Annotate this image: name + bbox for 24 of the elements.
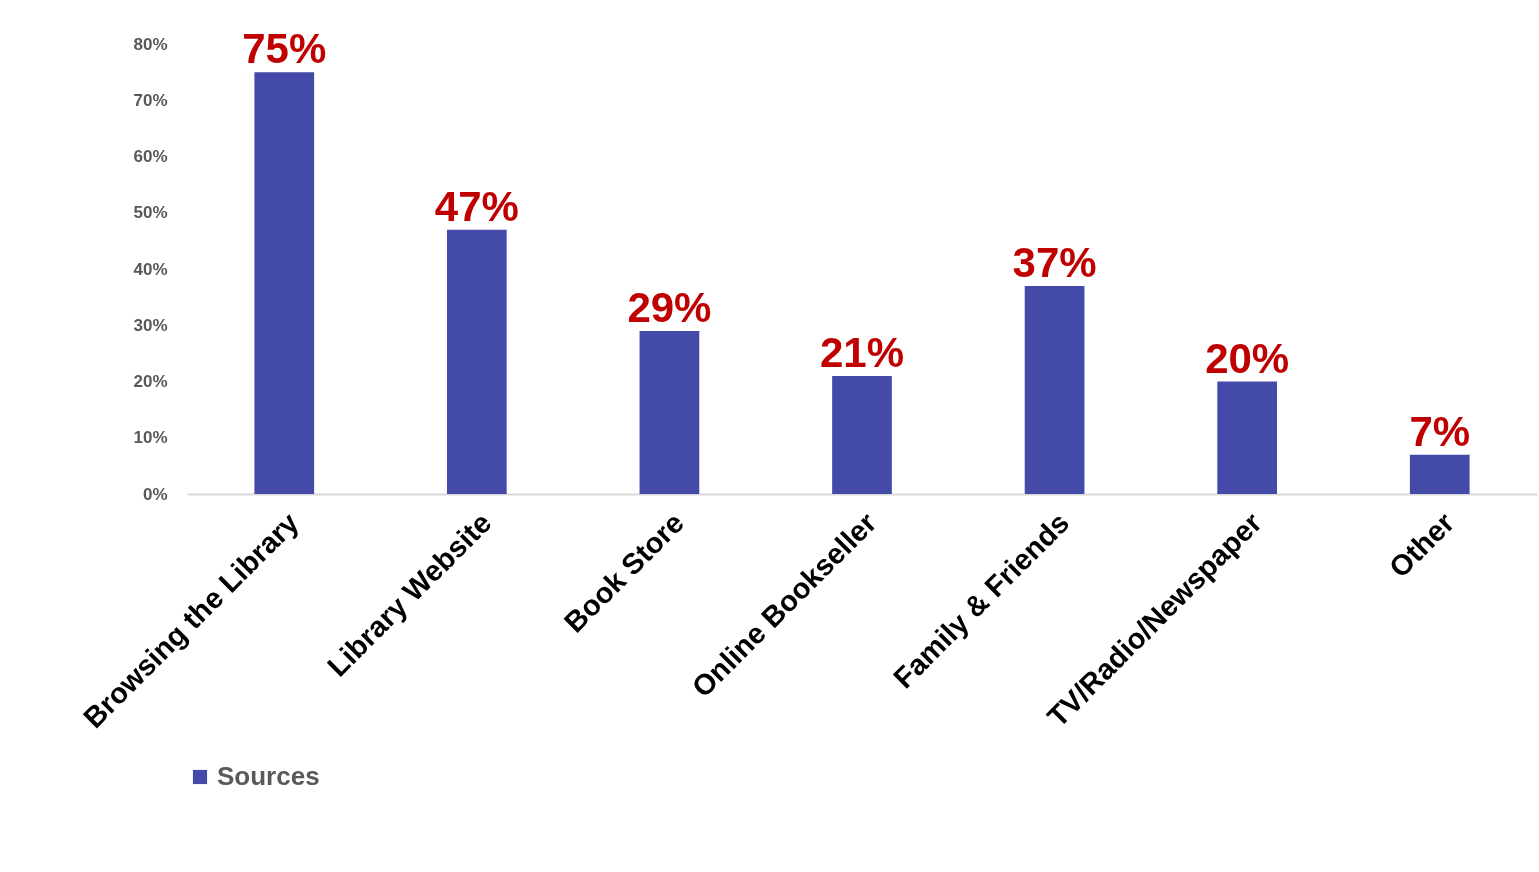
y-tick-label: 40%	[133, 259, 168, 279]
bar	[832, 375, 892, 494]
y-tick-label: 0%	[142, 484, 168, 504]
bar	[446, 229, 507, 494]
y-tick-label: 80%	[133, 34, 168, 54]
y-tick-label: 70%	[133, 90, 168, 110]
bar	[1409, 454, 1470, 494]
data-label: 29%	[627, 283, 712, 331]
data-label: 75%	[242, 25, 327, 73]
data-label: 47%	[434, 182, 519, 230]
y-tick-label: 10%	[133, 428, 168, 448]
y-tick-label: 20%	[133, 372, 168, 391]
y-tick-label: 30%	[133, 315, 168, 335]
y-tick-label: 60%	[133, 147, 168, 166]
legend-label: Sources	[217, 761, 320, 791]
data-label: 37%	[1012, 238, 1097, 286]
bar	[1024, 285, 1085, 494]
data-label: 20%	[1205, 334, 1290, 382]
bar	[254, 72, 315, 494]
data-label: 7%	[1409, 407, 1471, 455]
y-tick-label: 50%	[133, 203, 168, 223]
bar	[639, 330, 700, 494]
bar	[1217, 381, 1278, 494]
data-label: 21%	[819, 328, 905, 376]
